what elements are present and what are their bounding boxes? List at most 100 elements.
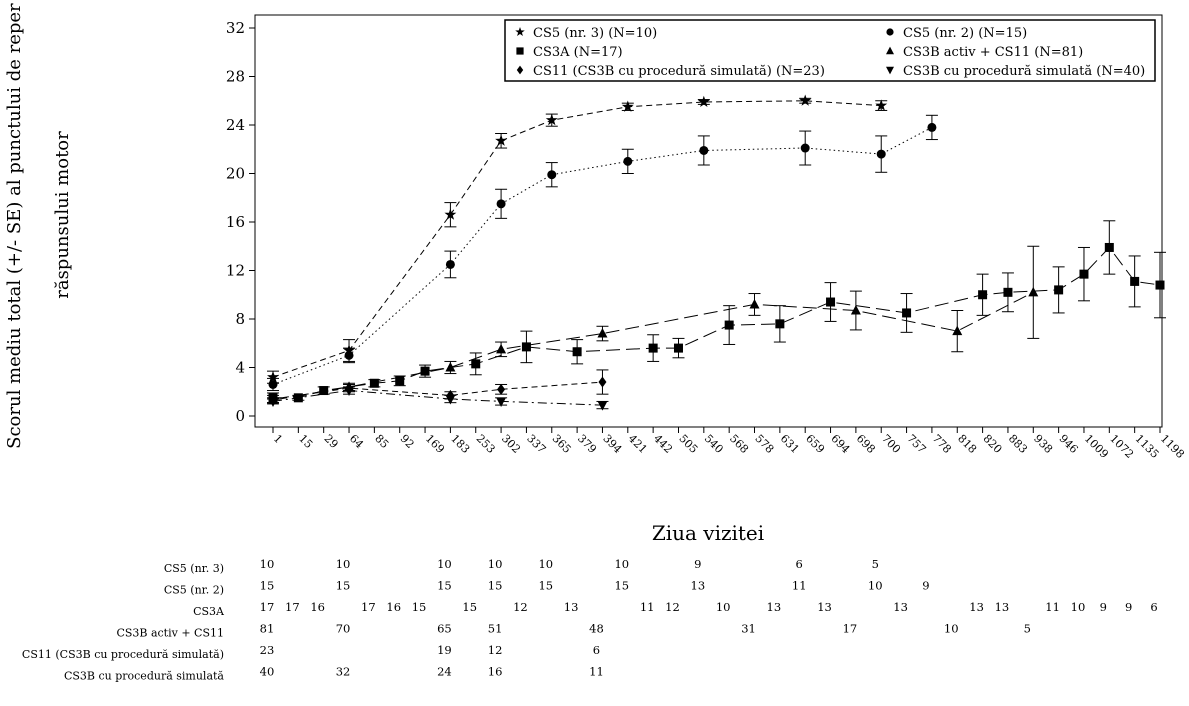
table-row-label: CS3A: [193, 605, 225, 618]
x-tick-label: 659: [803, 432, 827, 456]
table-count: 11: [1045, 600, 1060, 614]
data-point: [799, 94, 812, 106]
y-axis-label: răspunsului motor: [52, 131, 73, 299]
table-row-label: CS3B cu procedură simulată: [64, 670, 224, 683]
table-count: 48: [589, 622, 604, 636]
x-tick-label: 92: [398, 432, 417, 451]
data-point: [597, 328, 608, 338]
data-point: [545, 113, 558, 126]
table-count: 15: [462, 600, 477, 614]
x-tick-label: 540: [702, 432, 726, 456]
x-tick-label: 379: [575, 432, 599, 456]
series-line: [272, 126, 933, 385]
table-count: 9: [1125, 600, 1132, 614]
y-tick-label: 20: [226, 165, 245, 183]
legend-label: CS3B activ + CS11 (N=81): [903, 45, 1083, 60]
legend-marker: [516, 65, 524, 75]
table-count: 9: [1100, 600, 1107, 614]
table-count: 10: [614, 557, 629, 571]
table-count: 15: [437, 579, 452, 593]
table-count: 65: [437, 622, 452, 636]
x-tick-label: 694: [828, 432, 852, 456]
table-count: 10: [336, 557, 351, 571]
series-line: [272, 381, 603, 400]
x-tick-label: 631: [778, 432, 802, 456]
data-point: [319, 386, 329, 396]
x-tick-label: 578: [752, 432, 776, 456]
table-count: 10: [868, 579, 883, 593]
data-point: [344, 386, 355, 397]
table-count: 24: [437, 665, 452, 679]
data-point: [749, 298, 760, 309]
data-point: [471, 359, 481, 369]
data-point: [1003, 287, 1013, 297]
x-tick-label: 85: [372, 432, 391, 451]
y-tick-label: 4: [235, 359, 245, 377]
data-point: [1104, 242, 1114, 252]
legend-box: [504, 19, 1156, 82]
x-tick-label: 1072: [1107, 432, 1136, 461]
y-tick-label: 8: [235, 310, 245, 328]
table-count: 6: [796, 557, 803, 571]
table-count: 13: [969, 600, 984, 614]
x-tick-label: 505: [676, 432, 700, 456]
data-point: [952, 325, 963, 336]
data-point: [826, 297, 836, 307]
y-tick-label: 32: [226, 19, 245, 37]
series-3: [267, 245, 1040, 405]
table-count: 5: [1024, 622, 1031, 636]
data-point: [1028, 286, 1039, 297]
data-point: [724, 320, 734, 330]
table-count: 15: [614, 579, 629, 593]
y-tick-label: 16: [226, 213, 245, 231]
x-tick-label: 820: [980, 432, 1004, 456]
table-count: 11: [589, 665, 604, 679]
data-point: [597, 401, 608, 411]
x-axis-label: Ziua vizitei: [652, 521, 764, 545]
table-count: 10: [716, 600, 731, 614]
data-point: [495, 134, 508, 146]
x-tick-label: 698: [854, 432, 878, 456]
legend-marker: [886, 28, 894, 36]
data-point: [1155, 280, 1165, 290]
table-count: 13: [817, 600, 832, 614]
x-tick-label: 1009: [1082, 432, 1111, 461]
table-count: 10: [944, 622, 959, 636]
legend-label: CS3A (N=17): [533, 45, 623, 60]
data-point: [876, 149, 886, 159]
data-point: [875, 99, 888, 111]
data-point: [496, 397, 507, 407]
table-count: 16: [310, 600, 325, 614]
table-count: 23: [260, 643, 275, 657]
table-count: 31: [741, 622, 756, 636]
data-point: [673, 343, 683, 353]
data-point: [697, 95, 710, 108]
table-count: 16: [386, 600, 401, 614]
table-count: 13: [893, 600, 908, 614]
x-tick-label: 946: [1057, 432, 1081, 456]
table-count: 12: [665, 600, 680, 614]
data-point: [547, 170, 557, 180]
data-point: [572, 347, 582, 357]
x-tick-label: 337: [524, 432, 548, 456]
table-count: 15: [412, 600, 427, 614]
table-count: 17: [260, 600, 275, 614]
data-point: [496, 199, 506, 209]
data-point: [268, 397, 278, 407]
x-tick-label: 394: [600, 432, 624, 456]
x-tick-label: 29: [322, 432, 341, 451]
x-tick-label: 365: [550, 432, 574, 456]
data-point: [395, 376, 405, 386]
table-count: 15: [336, 579, 351, 593]
table-count: 10: [488, 557, 503, 571]
data-point: [444, 208, 457, 220]
series-2: [267, 220, 1166, 404]
data-point: [598, 376, 607, 388]
data-point: [344, 350, 354, 360]
x-tick-label: 883: [1006, 432, 1030, 456]
table-count: 6: [1150, 600, 1157, 614]
table-count: 11: [792, 579, 807, 593]
table-count: 13: [995, 600, 1010, 614]
data-point: [445, 362, 456, 372]
